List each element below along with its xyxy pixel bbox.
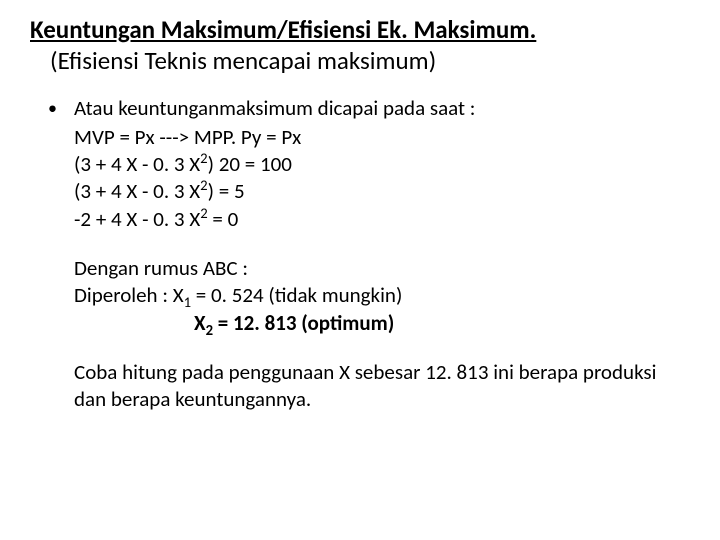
exponent: 2: [200, 149, 207, 167]
eq-line-3b: ) = 5: [208, 178, 245, 204]
eq-line-2a: (3 + 4 X - 0. 3 X: [74, 151, 200, 177]
eq-line-4: -2 + 4 X - 0. 3 X2 = 0: [48, 206, 690, 233]
slide-title: Keuntungan Maksimum/Efisiensi Ek. Maksim…: [30, 14, 690, 77]
closing-paragraph: Coba hitung pada penggunaan X sebesar 12…: [48, 359, 690, 414]
x1-line: Diperoleh : X1 = 0. 524 (tidak mungkin): [48, 282, 690, 309]
x1-b: = 0. 524 (tidak mungkin): [191, 282, 402, 308]
x2-sub: 2: [206, 321, 213, 339]
x2-group: X2 = 12. 813 (optimum): [74, 310, 394, 337]
exponent: 2: [200, 204, 207, 222]
x2-line: X2 = 12. 813 (optimum): [48, 310, 690, 337]
exponent: 2: [200, 176, 207, 194]
abc-label: Dengan rumus ABC :: [48, 255, 690, 282]
title-line-1: Keuntungan Maksimum/Efisiensi Ek. Maksim…: [30, 14, 690, 45]
x2-a: X: [194, 310, 206, 336]
bullet-item: • Atau keuntunganmaksimum dicapai pada s…: [48, 95, 690, 122]
eq-line-2: (3 + 4 X - 0. 3 X2) 20 = 100: [48, 151, 690, 178]
bullet-marker: •: [48, 95, 74, 122]
eq-line-3a: (3 + 4 X - 0. 3 X: [74, 178, 200, 204]
eq-line-1: MVP = Px ---> MPP. Py = Px: [48, 124, 690, 151]
title-line-2: (Efisiensi Teknis mencapai maksimum): [30, 45, 690, 76]
eq-line-4a: -2 + 4 X - 0. 3 X: [74, 206, 200, 232]
eq-line-3: (3 + 4 X - 0. 3 X2) = 5: [48, 178, 690, 205]
x2-b: = 12. 813 (optimum): [213, 310, 394, 336]
slide-content: • Atau keuntunganmaksimum dicapai pada s…: [30, 95, 690, 414]
bullet-text: Atau keuntunganmaksimum dicapai pada saa…: [74, 95, 475, 122]
eq-line-4b: = 0: [208, 206, 239, 232]
x1-a: Diperoleh : X: [74, 282, 184, 308]
slide: Keuntungan Maksimum/Efisiensi Ek. Maksim…: [0, 0, 720, 540]
eq-line-2b: ) 20 = 100: [208, 151, 292, 177]
